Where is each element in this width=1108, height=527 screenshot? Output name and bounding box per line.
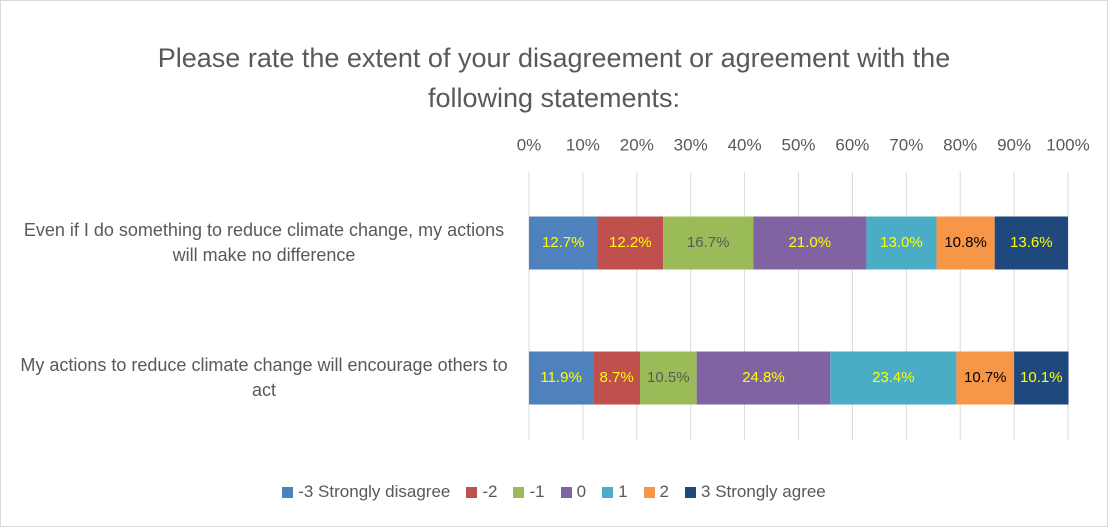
legend-item: 1 <box>602 482 628 502</box>
legend-label: -2 <box>482 482 498 501</box>
legend-label: 2 <box>659 482 670 501</box>
x-tick-label: 50% <box>781 135 815 154</box>
legend-item: -3 Strongly disagree <box>282 482 450 502</box>
x-tick-label: 40% <box>728 135 762 154</box>
legend-item: 3 Strongly agree <box>685 482 826 502</box>
legend-swatch <box>560 486 572 498</box>
bar-segment <box>866 216 937 270</box>
bar-segment <box>663 216 754 270</box>
x-tick-label: 30% <box>674 135 708 154</box>
x-tick-label: 80% <box>943 135 977 154</box>
value-label: 12.2% <box>609 234 652 251</box>
value-label: 11.9% <box>540 369 581 386</box>
legend-swatch <box>602 486 614 498</box>
category-label: Even if I do something to reduce climate… <box>23 220 505 265</box>
legend-label: 0 <box>576 482 587 501</box>
legend-item: 2 <box>643 482 670 502</box>
value-label: 10.1% <box>1020 369 1063 386</box>
legend-label: 1 <box>618 482 628 501</box>
bar-segment <box>529 351 594 405</box>
value-label: 10.5% <box>647 369 690 386</box>
bar-segment <box>1014 351 1069 405</box>
value-label: 8.7% <box>599 369 633 386</box>
legend-label: 3 Strongly agree <box>701 482 826 501</box>
x-tick-label: 0% <box>517 135 542 154</box>
bar-segment <box>956 351 1015 405</box>
value-label: 10.7% <box>964 369 1007 386</box>
legend: -3 Strongly disagree -2 -1 0 1 2 3 Strongly ag… <box>0 482 1108 502</box>
legend-swatch <box>513 486 525 498</box>
x-tick-label: 10% <box>566 135 600 154</box>
x-tick-label: 90% <box>997 135 1031 154</box>
legend-item: -2 <box>466 482 497 502</box>
x-tick-label: 100% <box>1046 135 1089 154</box>
x-tick-label: 60% <box>835 135 869 154</box>
bar-segment <box>593 351 641 405</box>
legend-label: -1 <box>529 482 545 501</box>
value-label: 16.7% <box>687 234 730 251</box>
value-label: 24.8% <box>742 369 785 386</box>
value-label: 21.0% <box>789 234 832 251</box>
legend-swatch <box>282 486 294 498</box>
legend-swatch <box>685 486 697 498</box>
legend-label: -3 Strongly disagree <box>298 482 451 501</box>
legend-swatch <box>466 486 478 498</box>
chart-title: Please rate the extent of your disagreem… <box>157 43 951 113</box>
value-label: 13.0% <box>880 234 923 251</box>
value-label: 23.4% <box>872 369 915 386</box>
x-tick-label: 70% <box>889 135 923 154</box>
bar-segment <box>830 351 957 405</box>
legend-item: -1 <box>513 482 545 502</box>
bar-segment <box>936 216 995 270</box>
bar-segment <box>640 351 697 405</box>
legend-item: 0 <box>560 482 587 502</box>
bar-segment <box>696 351 831 405</box>
value-label: 12.7% <box>542 234 585 251</box>
bar-segment <box>994 216 1068 270</box>
category-label: My actions to reduce climate change will… <box>20 355 508 400</box>
bar-segment <box>753 216 867 270</box>
bar-segment <box>597 216 664 270</box>
legend-swatch <box>643 486 655 498</box>
value-label: 13.6% <box>1010 234 1053 251</box>
bar-segment <box>529 216 598 270</box>
x-tick-label: 20% <box>620 135 654 154</box>
value-label: 10.8% <box>944 234 987 251</box>
